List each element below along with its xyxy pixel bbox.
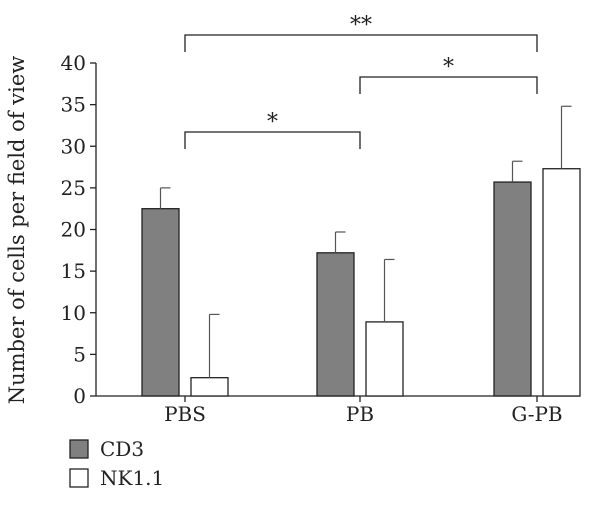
legend-label: NK1.1 xyxy=(100,466,164,490)
y-tick-label: 20 xyxy=(61,218,86,242)
x-tick-label: PB xyxy=(346,402,374,426)
y-tick-label: 0 xyxy=(73,384,86,408)
bars xyxy=(141,105,581,397)
bar-nk1-1-pb xyxy=(365,321,404,397)
significance-brackets: **** xyxy=(184,13,538,149)
legend-swatch xyxy=(69,439,89,459)
y-tick-label: 35 xyxy=(61,93,86,117)
bar-cd3-pb xyxy=(316,252,355,397)
y-tick-label: 40 xyxy=(61,51,86,75)
bar-nk1-1-pbs xyxy=(190,377,229,397)
bar-cd3-pbs xyxy=(141,208,180,397)
legend-swatch xyxy=(69,468,89,488)
significance-label: * xyxy=(267,110,278,135)
significance-label: ** xyxy=(350,13,372,38)
y-tick-label: 15 xyxy=(61,259,86,283)
legend: CD3 NK1.1 xyxy=(69,437,164,490)
x-tick-label: G-PB xyxy=(511,402,562,426)
legend-label: CD3 xyxy=(100,437,144,461)
y-tick-label: 30 xyxy=(61,134,86,158)
significance-bracket xyxy=(359,76,538,94)
x-tick-label: PBS xyxy=(164,402,206,426)
bar-nk1-1-g-pb xyxy=(542,168,581,397)
significance-bracket xyxy=(184,131,361,149)
significance-bracket xyxy=(184,34,538,52)
y-tick-label: 10 xyxy=(61,301,86,325)
axes: 0 5 10 15 20 25 30 35 40 PBS PB G-PB xyxy=(61,51,580,426)
y-axis-label: Number of cells per field of view xyxy=(5,56,29,405)
y-tick-label: 5 xyxy=(73,342,86,366)
bar-cd3-g-pb xyxy=(493,181,532,397)
significance-label: * xyxy=(443,55,454,80)
y-tick-label: 25 xyxy=(61,176,86,200)
